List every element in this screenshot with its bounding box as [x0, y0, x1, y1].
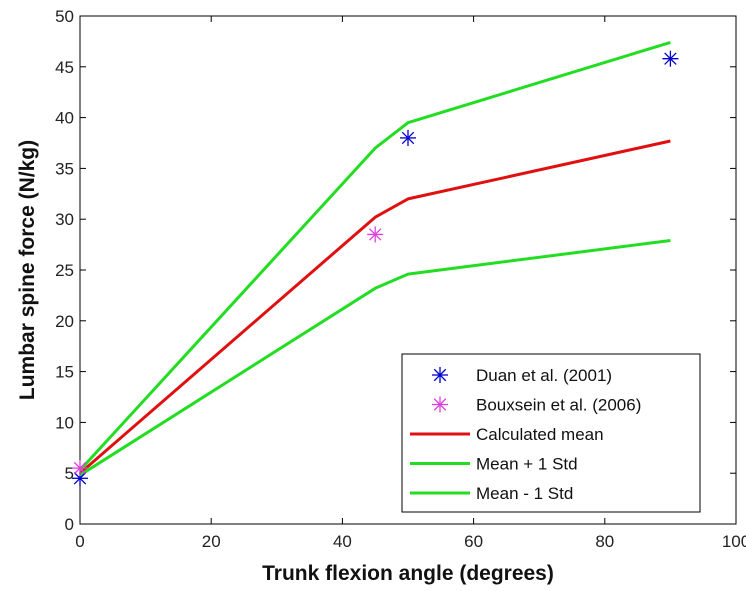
y-tick-label: 25 — [55, 261, 74, 280]
x-tick-label: 100 — [722, 532, 746, 551]
y-tick-label: 35 — [55, 159, 74, 178]
legend: Duan et al. (2001) Bouxsein et al. (2006)… — [401, 353, 701, 513]
y-tick-label: 50 — [55, 7, 74, 26]
y-tick-label: 40 — [55, 109, 74, 128]
y-tick-label: 15 — [55, 363, 74, 382]
y-axis-label: Lumbar spine force (N/kg) — [16, 140, 39, 400]
y-tick-label: 45 — [55, 58, 74, 77]
y-tick-label: 10 — [55, 413, 74, 432]
series-points — [72, 50, 679, 487]
data-point-bouxsein-et-al-2006 — [367, 226, 384, 243]
data-point-duan-et-al-2001 — [400, 129, 416, 146]
legend-label-bouxsein-et-al-2006: Bouxsein et al. (2006) — [476, 396, 641, 415]
y-tick-label: 20 — [55, 312, 74, 331]
x-tick-label: 40 — [333, 532, 352, 551]
series-lines — [78, 40, 671, 477]
legend-label-calculated-mean: Calculated mean — [476, 425, 604, 444]
y-tick-label: 5 — [65, 464, 74, 483]
x-axis-label: Trunk flexion angle (degrees) — [262, 562, 554, 585]
data-point-bouxsein-et-al-2006 — [72, 460, 88, 477]
x-tick-label: 60 — [464, 532, 483, 551]
y-tick-label: 0 — [65, 515, 74, 534]
legend-label-duan-et-al-2001: Duan et al. (2001) — [476, 366, 612, 385]
legend-label-mean-1-std: Mean + 1 Std — [476, 455, 578, 474]
legend-label-mean-1-std: Mean - 1 Std — [476, 484, 573, 503]
x-axis: 0 20 40 60 80 100 — [75, 16, 746, 551]
y-axis: 0 5 10 15 20 25 30 35 40 45 50 — [55, 7, 736, 534]
x-tick-label: 0 — [75, 532, 84, 551]
x-tick-label: 80 — [595, 532, 614, 551]
legend-swatch-bouxsein-et-al-2006 — [432, 396, 448, 413]
x-tick-label: 20 — [202, 532, 221, 551]
series-line-mean-1-std — [78, 40, 671, 472]
legend-swatch-duan-et-al-2001 — [432, 367, 448, 383]
data-point-duan-et-al-2001 — [662, 50, 679, 67]
series-line-mean-1-std — [79, 239, 671, 477]
y-tick-label: 30 — [55, 210, 74, 229]
series-line-calculated-mean — [79, 139, 671, 475]
